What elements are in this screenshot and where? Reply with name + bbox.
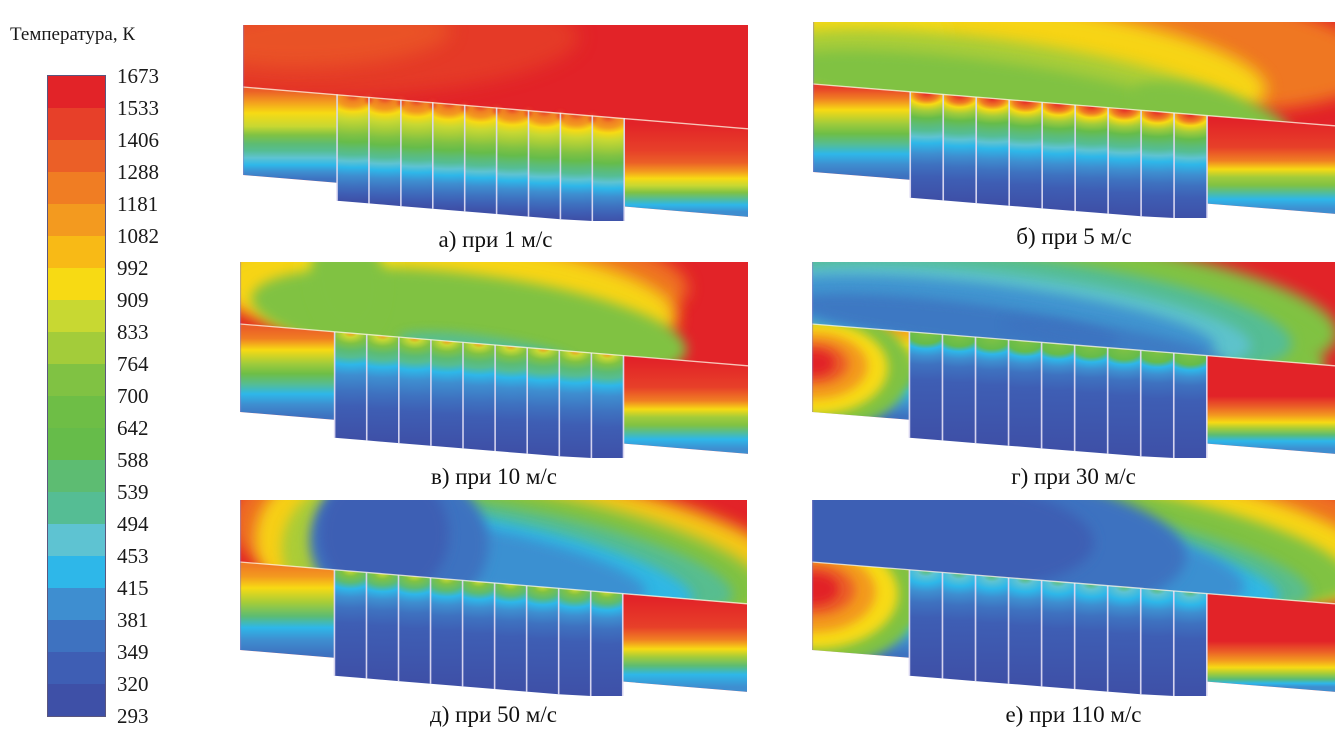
panel-v: в) при 10 м/с	[240, 262, 748, 490]
legend-tick: 453	[117, 544, 149, 568]
cfd-plot-v	[240, 262, 748, 460]
legend-band	[48, 620, 105, 652]
legend-tick: 1288	[117, 160, 159, 184]
panel-g: г) при 30 м/с	[812, 262, 1335, 490]
panel-b: б) при 5 м/с	[813, 22, 1335, 250]
legend-tick: 1406	[117, 128, 159, 152]
panel-caption-d: д) при 50 м/с	[430, 702, 557, 727]
legend-band	[48, 492, 105, 524]
legend-tick: 764	[117, 352, 149, 376]
colorbar-legend: Температура, К 1673 1533 1406 1288 1181 1082 9…	[0, 0, 235, 733]
legend-tick: 833	[117, 320, 149, 344]
legend-band	[48, 76, 105, 108]
legend-band	[48, 524, 105, 556]
legend-band	[48, 300, 105, 332]
legend-band	[48, 140, 105, 172]
legend-tick: 992	[117, 256, 149, 280]
legend-title: Температура, К	[10, 24, 136, 45]
legend-band	[48, 204, 105, 236]
legend-tick: 381	[117, 608, 149, 632]
legend-band	[48, 364, 105, 396]
legend-tick: 1533	[117, 96, 159, 120]
panel-a: а) при 1 м/с	[243, 25, 748, 253]
panel-caption-e: е) при 110 м/с	[1005, 702, 1142, 727]
cfd-plot-g	[812, 262, 1335, 460]
legend-tick: 415	[117, 576, 149, 600]
legend-tick: 539	[117, 480, 149, 504]
legend-tick: 909	[117, 288, 149, 312]
legend-band	[48, 172, 105, 204]
legend-tick: 588	[117, 448, 149, 472]
legend-tick: 642	[117, 416, 149, 440]
legend-tick: 349	[117, 640, 149, 664]
panel-caption-g: г) при 30 м/с	[1011, 464, 1136, 489]
legend-tick: 700	[117, 384, 149, 408]
cfd-plot-b	[813, 22, 1335, 220]
legend-band	[48, 332, 105, 364]
cfd-plot-e	[812, 500, 1335, 698]
legend-band	[48, 588, 105, 620]
legend-tick: 293	[117, 704, 149, 728]
legend-band	[48, 396, 105, 428]
legend-tick: 1673	[117, 64, 159, 88]
legend-band	[48, 652, 105, 684]
legend-band	[48, 556, 105, 588]
panel-d: д) при 50 м/с	[240, 500, 747, 728]
legend-tick: 320	[117, 672, 149, 696]
legend-band	[48, 428, 105, 460]
legend-tick: 1181	[117, 192, 159, 216]
panel-e: е) при 110 м/с	[812, 500, 1335, 728]
legend-tick: 494	[117, 512, 149, 536]
legend-band	[48, 108, 105, 140]
legend-band	[48, 460, 105, 492]
panel-caption-a: а) при 1 м/с	[438, 227, 553, 252]
panel-caption-v: в) при 10 м/с	[430, 464, 558, 489]
legend-band	[48, 236, 105, 268]
legend-band	[48, 268, 105, 300]
panel-caption-b: б) при 5 м/с	[1016, 224, 1132, 249]
colorbar	[47, 75, 106, 717]
cfd-plot-a	[243, 25, 748, 223]
colorbar-ticks: 1673 1533 1406 1288 1181 1082 992 909 833 764 700 6…	[117, 0, 187, 733]
legend-tick: 1082	[117, 224, 159, 248]
legend-band	[48, 684, 105, 716]
cfd-plot-d	[240, 500, 747, 698]
